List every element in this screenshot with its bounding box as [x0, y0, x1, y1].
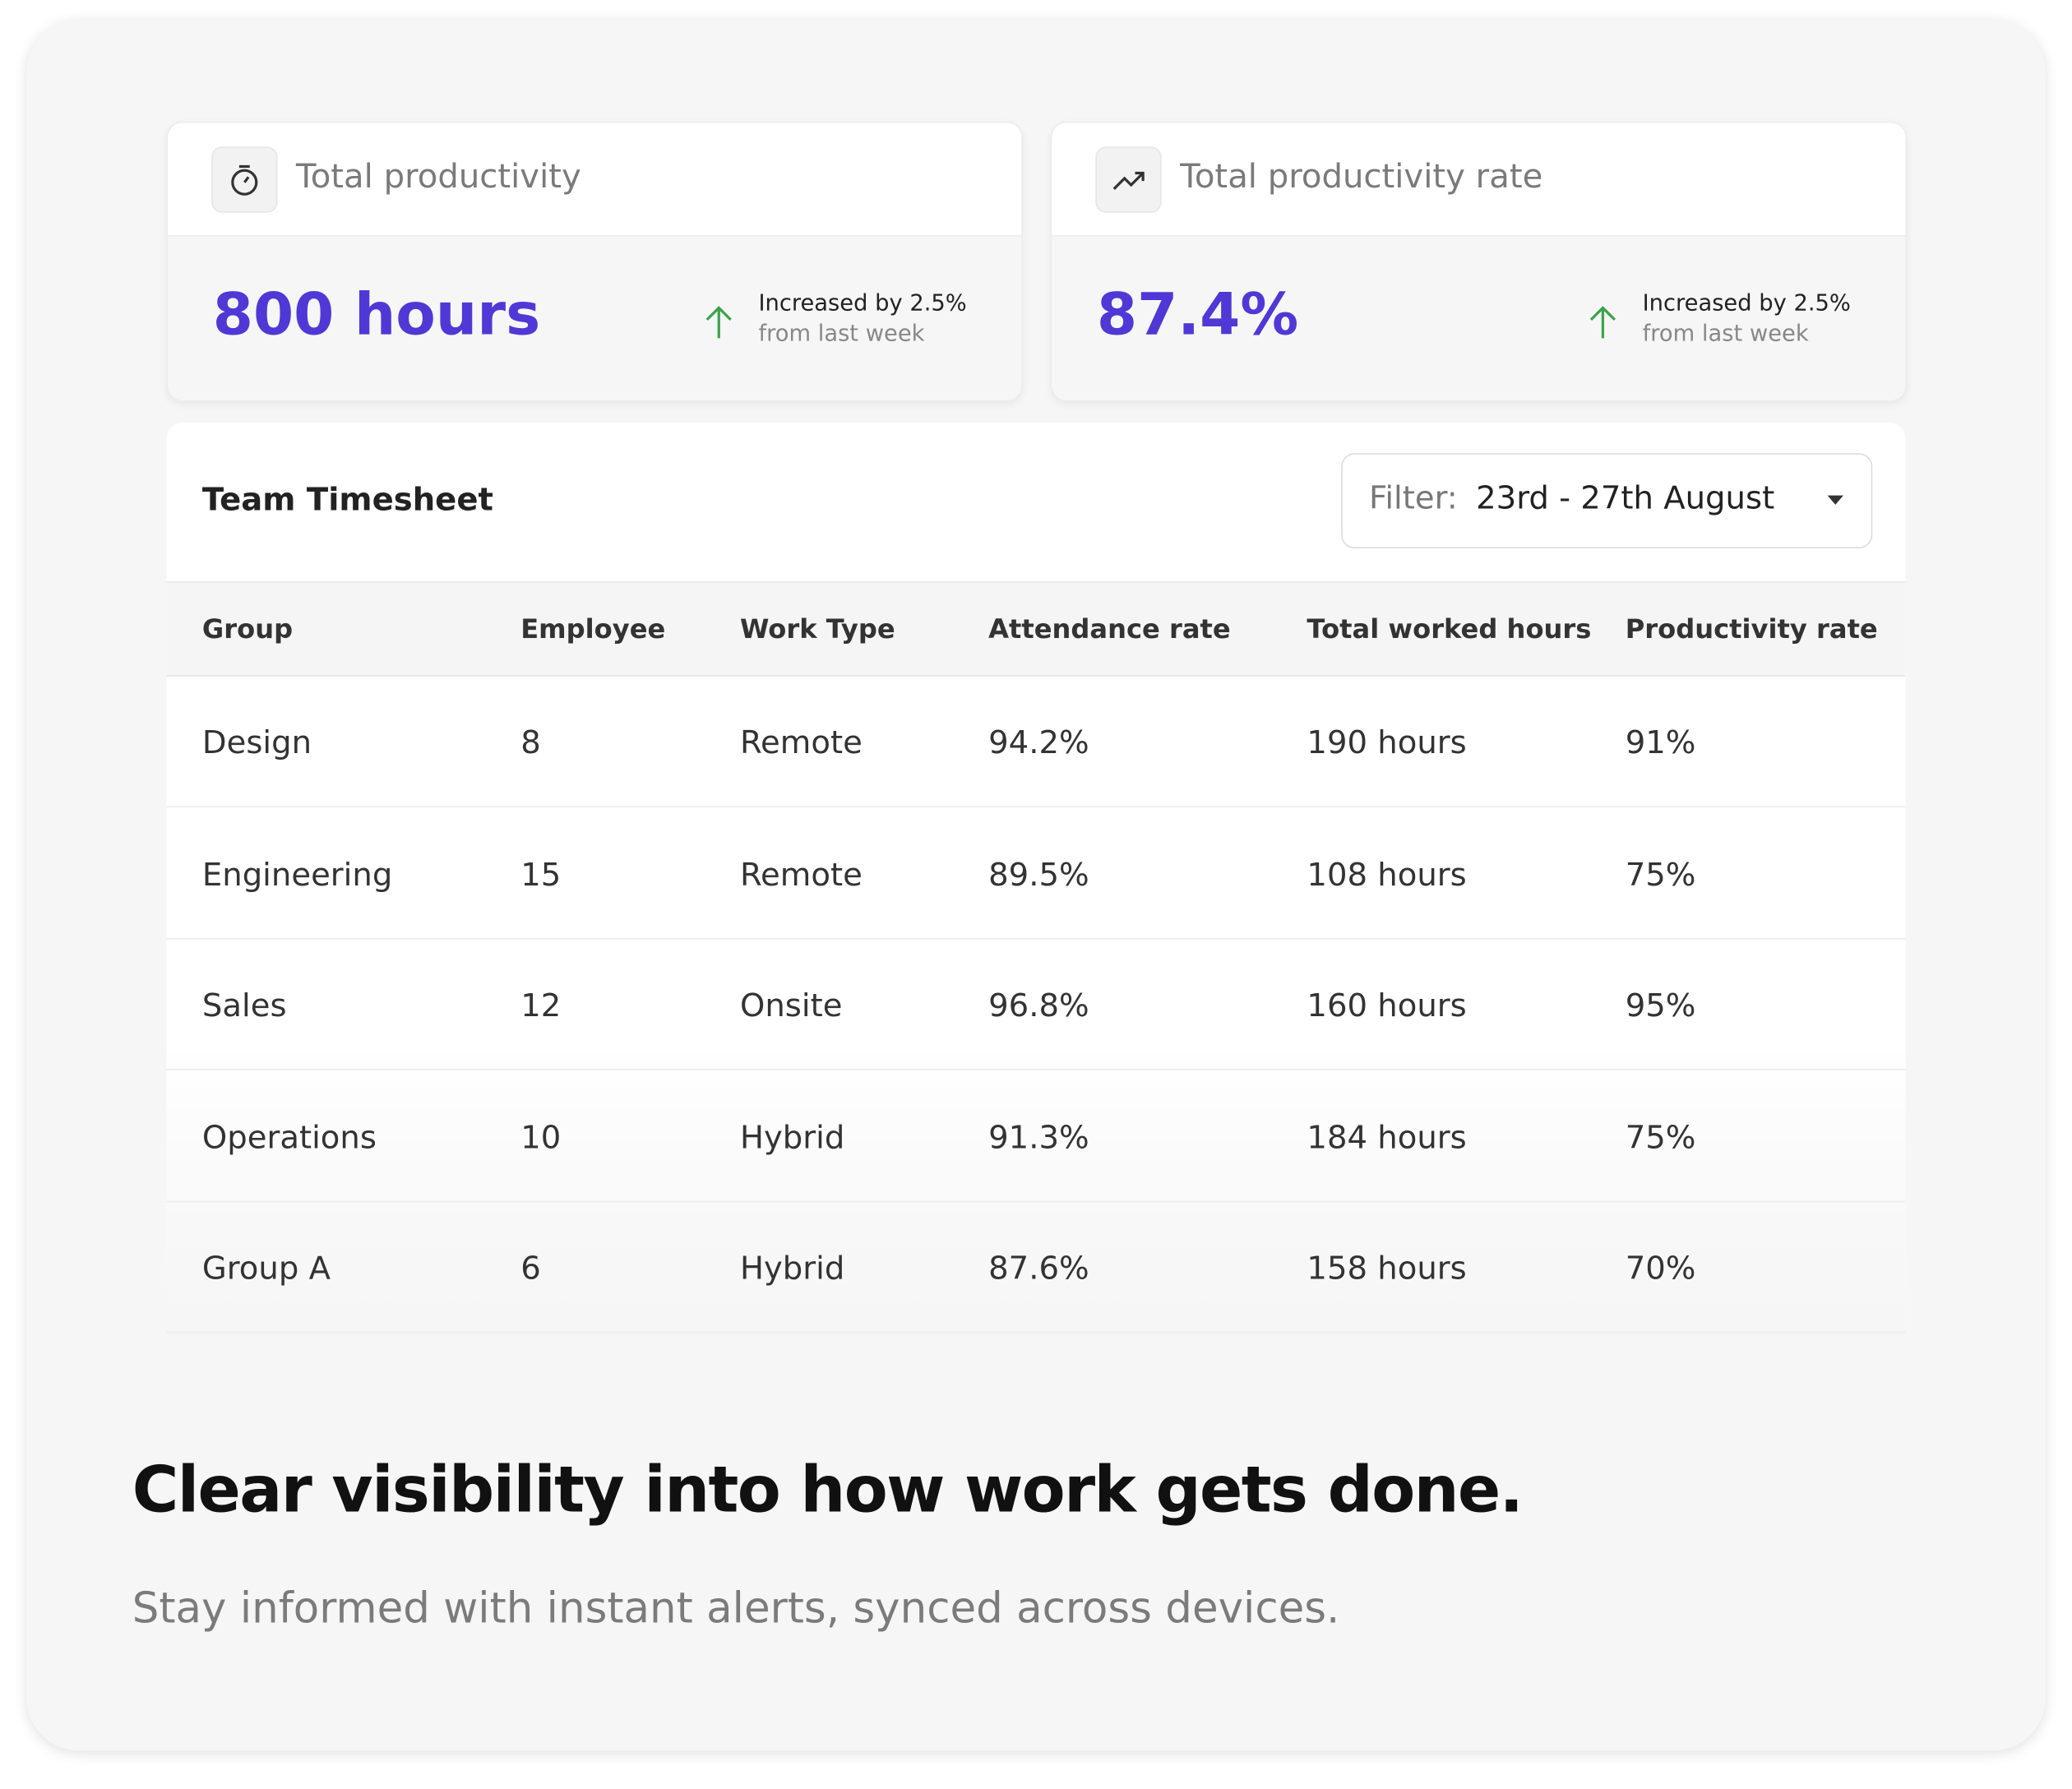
table-cell: Engineering	[201, 855, 393, 893]
table-cell: 96.8%	[988, 987, 1089, 1024]
table-row: Group A 6 Hybrid 87.6% 158 hours 70%	[166, 1201, 1906, 1334]
timesheet-panel: Team Timesheet Filter: 23rd - 27th Augus…	[166, 423, 1906, 1335]
subheading: Stay informed with instant alerts, synce…	[132, 1583, 1340, 1634]
table-cell: Hybrid	[739, 1250, 845, 1287]
table-cell: Sales	[201, 987, 287, 1024]
table-cell: 160 hours	[1307, 987, 1467, 1024]
stat-card: Total productivity rate 87.4% Increased by…	[1050, 121, 1908, 402]
table-cell: Remote	[739, 855, 863, 893]
table-cell: Hybrid	[739, 1118, 845, 1156]
period-text: from last week	[758, 321, 925, 348]
table-cell: 6	[520, 1250, 541, 1287]
table-cell: 75%	[1625, 1118, 1696, 1156]
stat-card: Total productivity 800 hours Increased by …	[166, 121, 1023, 402]
table-cell: 10	[520, 1118, 562, 1156]
table-row: Engineering 15 Remote 89.5% 108 hours 75%	[166, 807, 1906, 939]
period-text: from last week	[1642, 321, 1809, 348]
card-value: 87.4%	[1096, 281, 1299, 349]
column-header: Work Type	[739, 613, 895, 645]
table-cell: 91.3%	[988, 1118, 1089, 1156]
table-cell: 95%	[1625, 987, 1696, 1024]
card-header	[1052, 123, 1906, 237]
column-header: Group	[201, 613, 294, 645]
fade-overlay	[166, 1043, 1906, 1335]
table-cell: Operations	[201, 1118, 377, 1156]
table-cell: 91%	[1625, 723, 1696, 761]
card-value: 800 hours	[212, 281, 541, 349]
table-cell: Remote	[739, 723, 863, 761]
table-title: Team Timesheet	[201, 480, 493, 518]
card-icon	[211, 146, 278, 213]
table-row: Sales 12 Onsite 96.8% 160 hours 95%	[166, 938, 1906, 1070]
card-header	[168, 123, 1022, 237]
column-header: Total worked hours	[1307, 613, 1592, 645]
table-cell: 8	[520, 723, 541, 761]
table-cell: 12	[520, 987, 562, 1024]
table-cell: Design	[201, 723, 312, 761]
change-text: Increased by 2.5%	[758, 290, 967, 317]
heading: Clear visibility into how work gets done…	[132, 1453, 1524, 1528]
table-row: Operations 10 Hybrid 91.3% 184 hours 75%	[166, 1070, 1906, 1202]
table-cell: Group A	[201, 1250, 331, 1287]
column-header: Employee	[520, 613, 666, 645]
filter-dropdown[interactable]: Filter: 23rd - 27th August	[1341, 453, 1873, 548]
card-title: Total productivity	[295, 157, 581, 196]
table-cell: 70%	[1625, 1250, 1696, 1287]
table-cell: 87.6%	[988, 1250, 1089, 1287]
table-row: Design 8 Remote 94.2% 190 hours 91%	[166, 675, 1906, 807]
table-cell: 158 hours	[1307, 1250, 1467, 1287]
card-title: Total productivity rate	[1180, 157, 1543, 196]
column-header: Productivity rate	[1625, 613, 1878, 645]
filter-label: Filter:	[1368, 479, 1458, 517]
table-cell: 89.5%	[988, 855, 1089, 893]
table-cell: 190 hours	[1307, 723, 1467, 761]
filter-value: 23rd - 27th August	[1476, 479, 1775, 517]
up-arrow	[1587, 304, 1619, 346]
caret	[1827, 495, 1843, 505]
column-header: Attendance rate	[988, 613, 1231, 645]
table-cell: 94.2%	[988, 723, 1089, 761]
table-cell: 108 hours	[1307, 855, 1467, 893]
change-text: Increased by 2.5%	[1642, 290, 1851, 317]
table-cell: 184 hours	[1307, 1118, 1467, 1156]
up-arrow	[703, 304, 735, 346]
table-cell: 15	[520, 855, 562, 893]
table-cell: 75%	[1625, 855, 1696, 893]
table-header: Group Employee Work Type Attendance rate Tot…	[166, 581, 1906, 677]
card-icon	[1095, 146, 1162, 213]
table-cell: Onsite	[739, 987, 843, 1024]
